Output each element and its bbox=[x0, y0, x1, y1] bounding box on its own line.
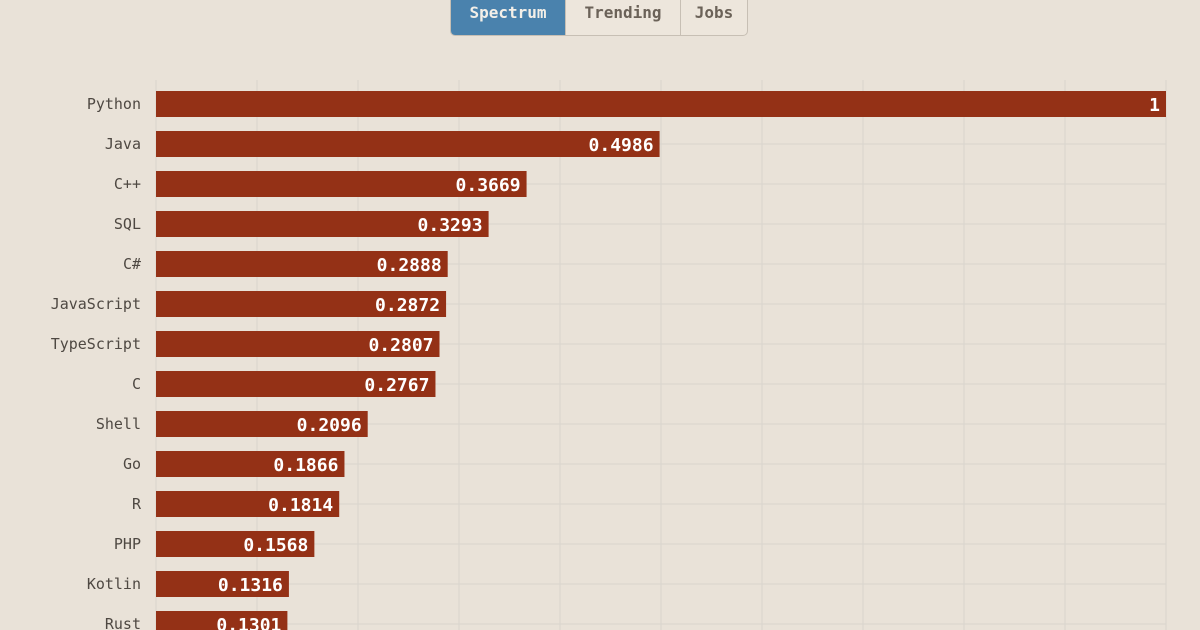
category-label: Rust bbox=[105, 615, 141, 630]
category-label: Go bbox=[123, 455, 141, 473]
category-label: PHP bbox=[114, 535, 141, 553]
category-label: Python bbox=[87, 95, 141, 113]
value-label: 0.2807 bbox=[368, 335, 433, 356]
ranking-tabs: Spectrum Trending Jobs bbox=[450, 0, 748, 36]
bar bbox=[156, 251, 448, 277]
bar bbox=[156, 331, 440, 357]
category-label: SQL bbox=[114, 215, 141, 233]
value-label: 0.1568 bbox=[243, 535, 308, 556]
category-label: Kotlin bbox=[87, 575, 141, 593]
tab-jobs[interactable]: Jobs bbox=[680, 0, 747, 35]
category-label: R bbox=[132, 495, 142, 513]
bar bbox=[156, 171, 527, 197]
category-label: Shell bbox=[96, 415, 141, 433]
value-label: 0.2888 bbox=[377, 255, 442, 276]
tab-trending[interactable]: Trending bbox=[565, 0, 680, 35]
category-label: Java bbox=[105, 135, 141, 153]
bar bbox=[156, 611, 288, 630]
value-label: 0.1814 bbox=[268, 495, 333, 516]
value-label: 0.4986 bbox=[589, 135, 654, 156]
value-label: 0.3293 bbox=[418, 215, 483, 236]
value-label: 0.1301 bbox=[216, 615, 281, 630]
value-label: 0.2872 bbox=[375, 295, 440, 316]
value-label: 0.2767 bbox=[364, 375, 429, 396]
category-label: C# bbox=[123, 255, 141, 273]
bar bbox=[156, 531, 315, 557]
value-label: 0.2096 bbox=[297, 415, 362, 436]
bar bbox=[156, 131, 660, 157]
category-label: JavaScript bbox=[51, 295, 141, 313]
value-label: 1 bbox=[1149, 95, 1160, 116]
category-label: C bbox=[132, 375, 141, 393]
value-label: 0.1316 bbox=[218, 575, 283, 596]
bar bbox=[156, 371, 436, 397]
value-label: 0.1866 bbox=[273, 455, 338, 476]
bar bbox=[156, 571, 289, 597]
value-label: 0.3669 bbox=[456, 175, 521, 196]
bar bbox=[156, 91, 1166, 117]
tab-spectrum[interactable]: Spectrum bbox=[451, 0, 565, 35]
bar bbox=[156, 491, 340, 517]
bar bbox=[156, 291, 447, 317]
category-label: TypeScript bbox=[51, 335, 141, 353]
category-label: C++ bbox=[114, 175, 141, 193]
bar bbox=[156, 411, 368, 437]
bar bbox=[156, 451, 345, 477]
bar bbox=[156, 211, 489, 237]
